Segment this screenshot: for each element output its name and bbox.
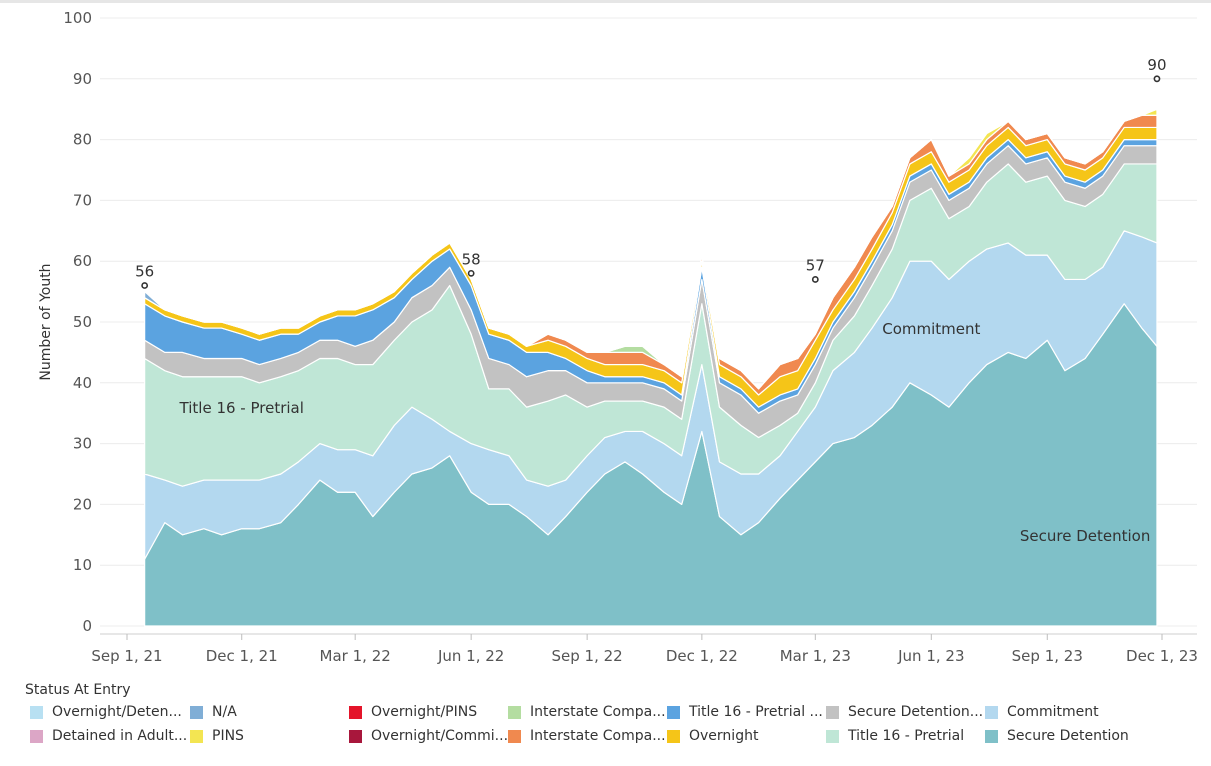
legend-item[interactable]: Title 16 - Pretrial ... (667, 704, 823, 720)
legend-item[interactable]: Overnight/Commi... (349, 728, 508, 744)
legend-label: Title 16 - Pretrial (848, 728, 965, 744)
legend-item[interactable]: Overnight (667, 728, 758, 744)
y-tick-label: 40 (73, 374, 92, 392)
area-series (144, 108, 1158, 390)
annotation-marker (141, 282, 149, 289)
y-tick-label: 0 (82, 617, 92, 635)
x-tick-label: Mar 1, 22 (320, 647, 391, 665)
x-tick-label: Sep 1, 22 (552, 647, 623, 665)
y-tick-label: 60 (73, 252, 92, 270)
legend-label: Detained in Adult... (52, 728, 188, 744)
x-tick-label: Jun 1, 23 (897, 647, 964, 665)
y-tick-label: 20 (73, 495, 92, 513)
legend-label: Commitment (1007, 704, 1099, 720)
x-tick-label: Dec 1, 21 (206, 647, 278, 665)
x-tick-label: Jun 1, 22 (437, 647, 504, 665)
legend-swatch (30, 705, 43, 719)
legend-label: Secure Detention... (848, 704, 984, 720)
legend-swatch (985, 705, 998, 719)
y-tick-label: 10 (73, 556, 92, 574)
area-label: Title 16 - Pretrial (179, 399, 304, 417)
y-tick-label: 70 (73, 191, 92, 209)
legend-item[interactable]: PINS (190, 728, 244, 744)
annotation-marker (1153, 75, 1161, 83)
legend-item[interactable]: Detained in Adult... (30, 728, 187, 744)
x-tick-label: Sep 1, 23 (1012, 647, 1083, 665)
legend-swatch (190, 705, 203, 719)
y-tick-label: 100 (63, 9, 92, 27)
y-axis-title: Number of Youth (38, 263, 54, 381)
annotation-label: 57 (806, 256, 825, 274)
area-label: Secure Detention (1020, 527, 1150, 545)
legend-swatch (667, 729, 680, 743)
legend-label: Secure Detention (1007, 728, 1129, 744)
legend-swatch (826, 705, 839, 719)
legend-item[interactable]: Title 16 - Pretrial (826, 728, 964, 744)
top-divider (0, 0, 1211, 3)
legend-swatch (508, 705, 521, 719)
x-tick-label: Sep 1, 21 (91, 647, 162, 665)
legend-label: Interstate Compa... (530, 728, 666, 744)
legend-swatch (826, 729, 839, 743)
x-tick-label: Mar 1, 23 (780, 647, 851, 665)
y-tick-label: 90 (73, 70, 92, 88)
legend-item[interactable]: Interstate Compa... (508, 704, 666, 720)
legend-label: Overnight/PINS (371, 704, 478, 720)
annotation-marker (811, 276, 819, 283)
y-tick-label: 50 (73, 313, 92, 331)
x-tick-label: Dec 1, 22 (666, 647, 738, 665)
legend-label: Overnight/Commi... (371, 728, 509, 744)
legend-item[interactable]: Secure Detention (985, 728, 1129, 744)
legend-item[interactable]: Overnight/Deten... (30, 704, 182, 720)
legend-swatch (30, 729, 43, 743)
y-tick-label: 80 (73, 131, 92, 149)
legend-swatch (667, 705, 680, 719)
legend-label: Title 16 - Pretrial ... (689, 704, 823, 720)
legend-item[interactable]: N/A (190, 704, 237, 720)
legend-title: Status At Entry (25, 682, 131, 698)
legend-item[interactable]: Overnight/PINS (349, 704, 477, 720)
legend-item[interactable]: Secure Detention... (826, 704, 983, 720)
legend-swatch (349, 705, 362, 719)
legend-label: Overnight/Deten... (52, 704, 182, 720)
legend-label: N/A (212, 704, 237, 720)
legend-item[interactable]: Commitment (985, 704, 1099, 720)
legend-label: Interstate Compa... (530, 704, 666, 720)
legend-swatch (349, 729, 362, 743)
x-tick-label: Dec 1, 23 (1126, 647, 1198, 665)
legend-label: Overnight (689, 728, 759, 744)
legend-item[interactable]: Interstate Compa... (508, 728, 666, 744)
annotation-label: 56 (135, 263, 154, 281)
y-tick-label: 30 (73, 435, 92, 453)
area-label: Commitment (882, 320, 980, 338)
legend: Overnight/Deten... N/A Overnight/PINS Inter… (30, 704, 1210, 754)
legend-swatch (190, 729, 203, 743)
legend-swatch (985, 729, 998, 743)
legend-label: PINS (212, 728, 244, 744)
annotation-label: 58 (462, 250, 481, 268)
stacked-area-chart: 0 10 20 30 40 50 60 70 80 90 100 Sep 1, 21 Dec 1, 21… (63, 9, 1198, 665)
annotation-label: 90 (1147, 56, 1166, 74)
legend-swatch (508, 729, 521, 743)
annotation-marker (467, 269, 475, 277)
